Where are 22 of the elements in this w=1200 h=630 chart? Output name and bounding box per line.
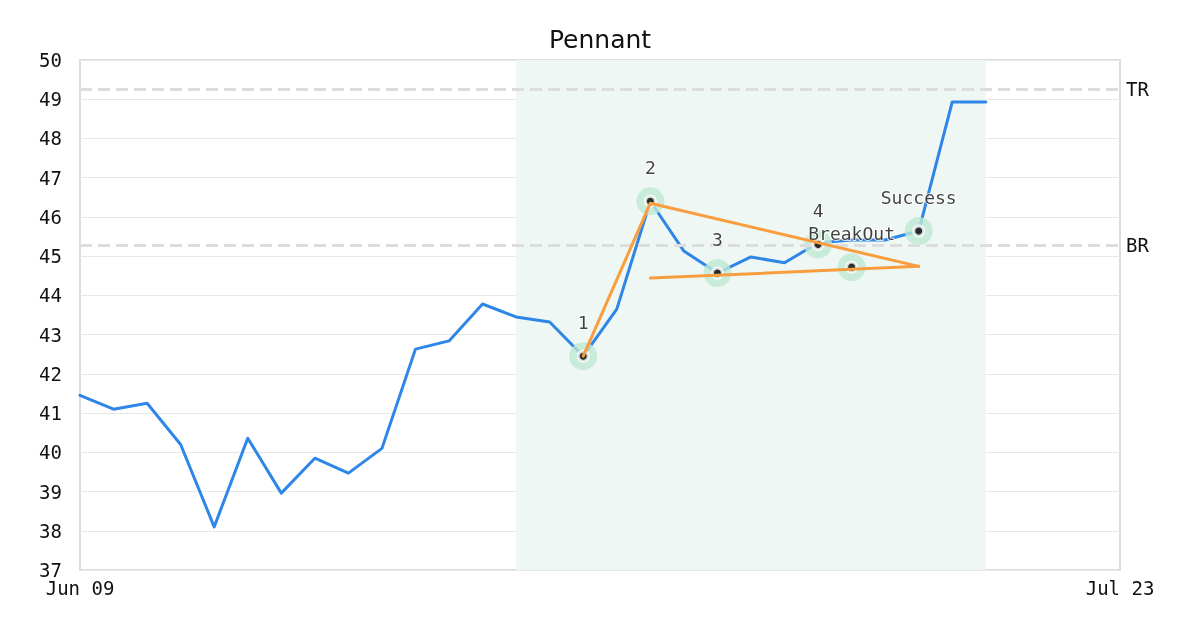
y-tick-label: 43 [39,323,62,346]
y-tick-label: 47 [39,166,62,189]
annotation: 2 [644,157,656,179]
x-tick-label: Jul 23 [1085,576,1155,599]
annotation: BreakOut [808,223,895,245]
y-tick-label: 50 [39,49,62,71]
y-tick-label: 41 [39,402,62,425]
y-tick-label: 39 [39,480,62,503]
annotation: 1 [577,312,589,334]
y-tick-label: 48 [39,127,62,150]
chart-title: Pennant [548,25,652,54]
y-tick-label: 38 [39,519,62,542]
y-tick-label: 49 [39,88,62,111]
ref-line-label: TR [1126,78,1150,101]
annotation: 4 [812,200,824,222]
y-tick-label: 45 [39,245,62,268]
y-tick-label: 46 [39,205,62,228]
annotation: 3 [712,229,723,251]
ref-line-label: BR [1126,234,1150,257]
y-tick-label: 44 [39,284,62,307]
y-tick-label: 40 [39,441,62,464]
y-tick-label: 42 [39,362,62,385]
